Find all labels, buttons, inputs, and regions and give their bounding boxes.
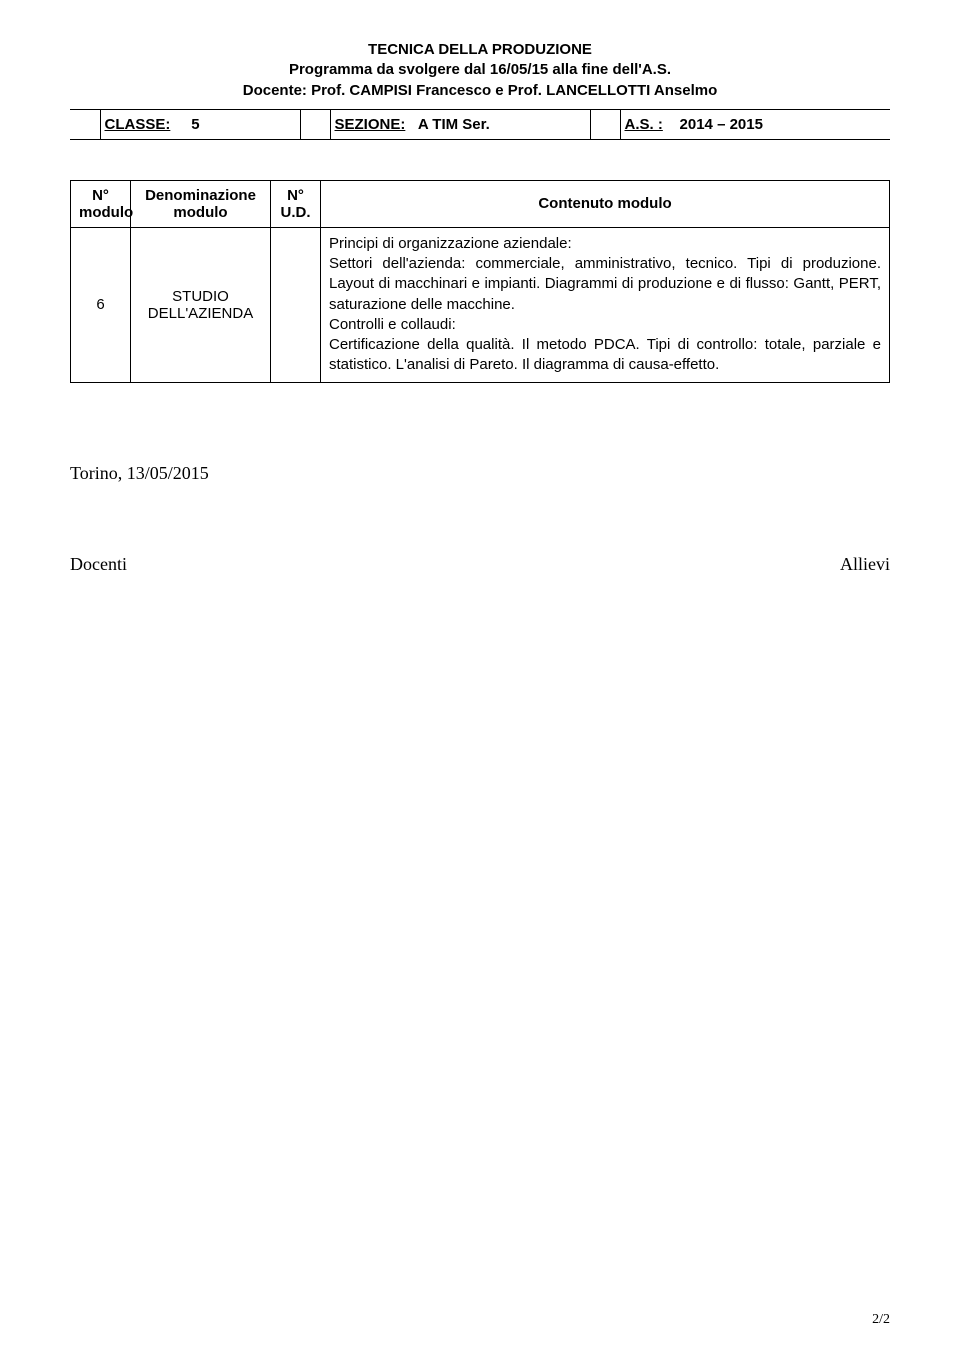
spacer-cell: [70, 109, 100, 139]
col-header-content: Contenuto modulo: [321, 180, 890, 227]
module-content-cell: Principi di organizzazione aziendale:Set…: [321, 227, 890, 382]
module-ud: [271, 227, 321, 382]
module-denomination: STUDIO DELL'AZIENDA: [131, 227, 271, 382]
footer-date: Torino, 13/05/2015: [70, 463, 890, 484]
spacer-cell: [590, 109, 620, 139]
as-label: A.S. :: [625, 116, 663, 133]
page: TECNICA DELLA PRODUZIONE Programma da sv…: [0, 0, 960, 1358]
col-header-ud: N° U.D.: [271, 180, 321, 227]
as-value: 2014 – 2015: [680, 116, 763, 133]
classe-label: CLASSE:: [105, 116, 171, 133]
header-line-2: Programma da svolgere dal 16/05/15 alla …: [70, 60, 890, 80]
sezione-cell: SEZIONE: A TIM Ser.: [330, 109, 590, 139]
page-number: 2/2: [872, 1312, 890, 1328]
sezione-value: A TIM Ser.: [418, 116, 490, 133]
module-number: 6: [71, 227, 131, 382]
header-line-1: TECNICA DELLA PRODUZIONE: [70, 40, 890, 60]
module-content: Principi di organizzazione aziendale:Set…: [329, 234, 881, 376]
spacer-cell: [300, 109, 330, 139]
classe-value: 5: [191, 116, 199, 133]
footer-block: Torino, 13/05/2015 Docenti Allievi: [70, 463, 890, 575]
module-table: N° modulo Denominazione modulo N° U.D. C…: [70, 180, 890, 383]
signature-row: Docenti Allievi: [70, 554, 890, 575]
classe-row-table: CLASSE: 5 SEZIONE: A TIM Ser. A.S. : 201…: [70, 109, 890, 140]
classe-row: CLASSE: 5 SEZIONE: A TIM Ser. A.S. : 201…: [70, 109, 890, 139]
sezione-label: SEZIONE:: [335, 116, 406, 133]
header-block: TECNICA DELLA PRODUZIONE Programma da sv…: [70, 40, 890, 101]
signature-left: Docenti: [70, 554, 127, 575]
col-header-n: N° modulo: [71, 180, 131, 227]
header-line-3: Docente: Prof. CAMPISI Francesco e Prof.…: [70, 81, 890, 101]
col-header-denom: Denominazione modulo: [131, 180, 271, 227]
as-cell: A.S. : 2014 – 2015: [620, 109, 890, 139]
signature-right: Allievi: [840, 554, 890, 575]
module-row: 6 STUDIO DELL'AZIENDA Principi di organi…: [71, 227, 890, 382]
classe-cell: CLASSE: 5: [100, 109, 300, 139]
module-header-row: N° modulo Denominazione modulo N° U.D. C…: [71, 180, 890, 227]
